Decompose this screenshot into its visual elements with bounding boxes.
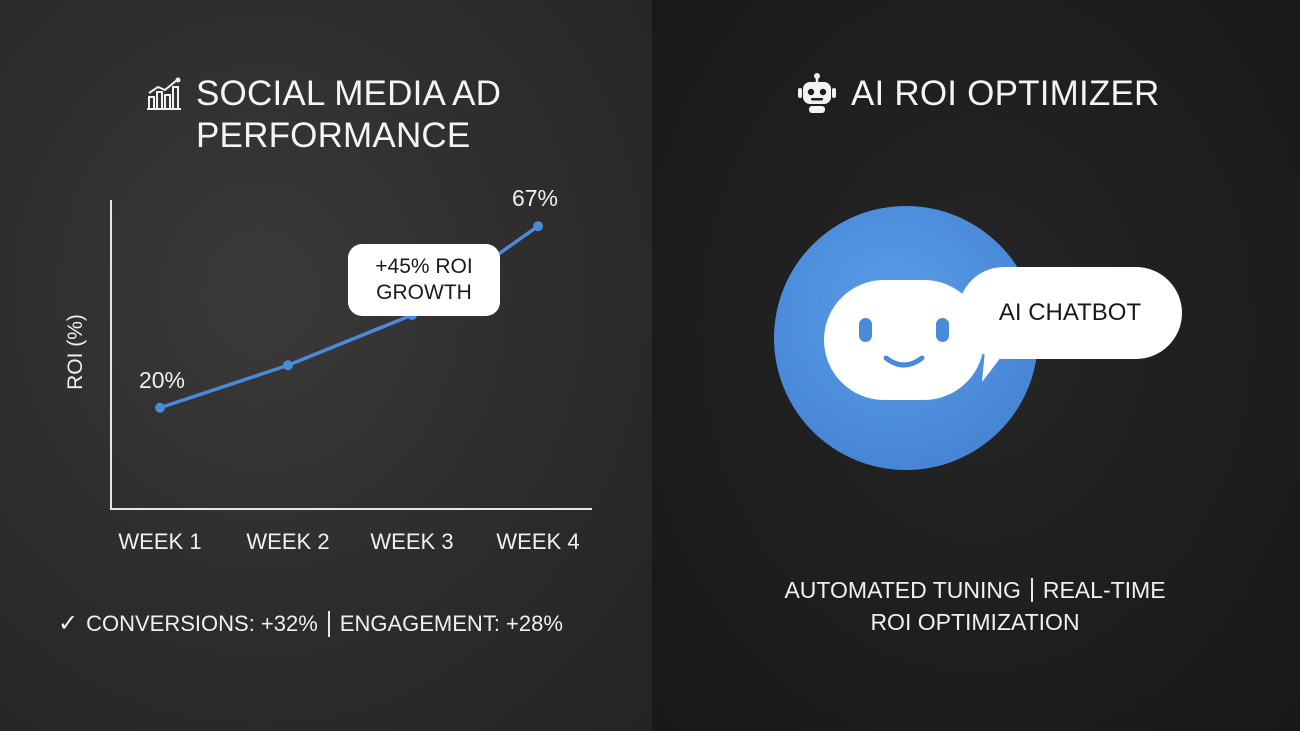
stats-divider [327,610,330,637]
x-tick-label-1: WEEK 1 [118,529,201,554]
callout-line-2: GROWTH [376,281,472,304]
engagement-stat: ENGAGEMENT: +28% [339,610,563,636]
chatbot-face [824,280,984,400]
data-point-1 [155,402,165,413]
tagline-divider [1030,578,1033,602]
robot-icon [798,73,836,113]
data-label-end: 67% [512,185,558,211]
conversions-stat: CONVERSIONS: +32% [86,610,318,636]
optimizer-tagline: AUTOMATED TUNING REAL-TIME ROI OPTIMIZATI… [770,574,1180,638]
roi-line-chart: ROI (%) WEEK 1 WEEK 2 WEEK 3 WEEK 4 20% 67% [64,185,592,554]
tagline-part-1: AUTOMATED TUNING [784,577,1021,603]
chatbot-smile-icon [859,318,949,368]
y-axis-label: ROI (%) [64,314,87,390]
callout-line-1: +45% ROI [375,255,473,278]
data-label-start: 20% [139,367,185,393]
tagline-part-2: REAL-TIME ROI OPTIMIZATION [870,577,1166,635]
checkmark-icon: ✓ [58,610,79,637]
stats-summary: ✓ CONVERSIONS: +32% ENGAGEMENT: +28% [58,609,563,638]
x-tick-label-4: WEEK 4 [496,529,579,554]
optimizer-title: AI ROI OPTIMIZER [851,74,1160,113]
chart-title: SOCIAL MEDIA AD PERFORMANCE [196,74,502,155]
data-point-2 [283,360,293,371]
bar-chart-growth-icon [147,77,181,110]
ai-chatbot-bubble: AI CHATBOT [958,267,1182,359]
x-tick-label-2: WEEK 2 [246,529,329,554]
x-tick-label-3: WEEK 3 [370,529,453,554]
roi-growth-callout: +45% ROI GROWTH [348,244,500,316]
left-panel [0,0,652,731]
data-point-4 [533,221,543,232]
